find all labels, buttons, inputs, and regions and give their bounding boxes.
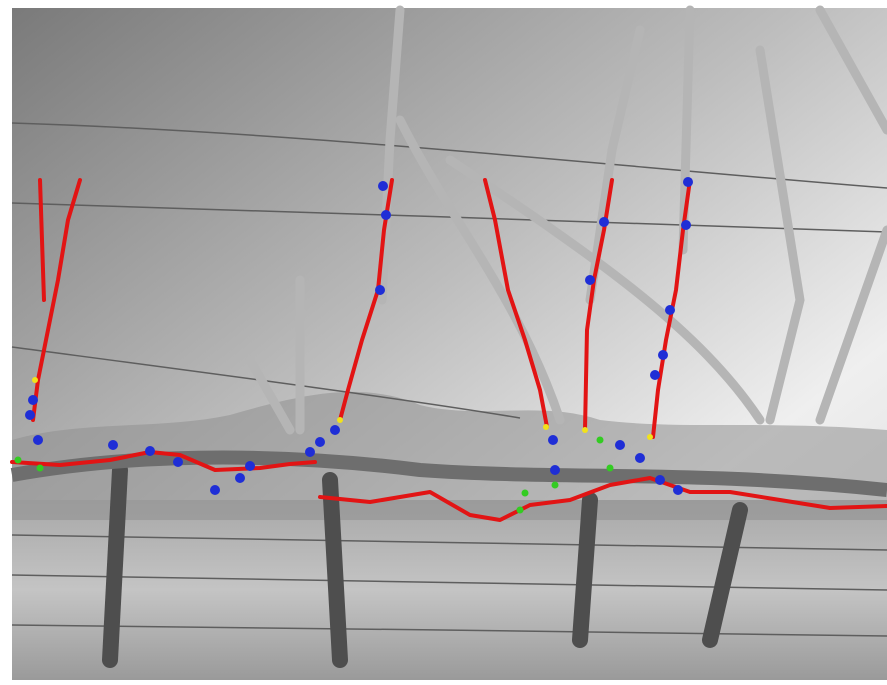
bud-marker	[516, 506, 524, 514]
bud-marker	[36, 464, 44, 472]
node-marker	[381, 210, 391, 220]
cane	[585, 25, 645, 305]
cane-segment	[318, 476, 887, 522]
node-marker	[655, 475, 665, 485]
junction-marker	[337, 417, 343, 423]
node-marker	[635, 453, 645, 463]
cane-segment	[483, 178, 549, 429]
node-marker	[375, 285, 385, 295]
wire	[11, 346, 521, 419]
bud-marker	[14, 456, 22, 464]
node-marker	[658, 350, 668, 360]
node-marker	[615, 440, 625, 450]
node-marker	[145, 446, 155, 456]
bud-markers	[14, 436, 614, 514]
node-marker	[315, 437, 325, 447]
trunk	[702, 502, 748, 648]
node-marker	[665, 305, 675, 315]
node-marker	[330, 425, 340, 435]
cane-segment	[38, 178, 46, 302]
node-marker	[108, 440, 118, 450]
wire	[11, 624, 887, 637]
node-marker	[673, 485, 683, 495]
cordon	[10, 450, 887, 497]
node-markers	[25, 177, 693, 495]
trellis-wires	[11, 122, 887, 637]
cane	[445, 155, 765, 425]
node-marker	[33, 435, 43, 445]
node-marker	[683, 177, 693, 187]
wire	[11, 122, 887, 189]
node-marker	[378, 181, 388, 191]
node-marker	[548, 435, 558, 445]
junction-marker	[647, 434, 653, 440]
bud-marker	[606, 464, 614, 472]
wire	[11, 534, 887, 551]
hedgerow	[12, 391, 887, 520]
cane	[245, 355, 295, 435]
trunk	[322, 472, 348, 668]
bud-marker	[596, 436, 604, 444]
trunk	[572, 492, 598, 648]
junction-marker	[543, 424, 549, 430]
node-marker	[681, 220, 691, 230]
node-marker	[235, 473, 245, 483]
bud-marker	[551, 481, 559, 489]
node-marker	[599, 217, 609, 227]
node-marker	[650, 370, 660, 380]
segmentation-overlay	[10, 177, 887, 522]
cane-segment	[338, 178, 394, 422]
node-marker	[28, 395, 38, 405]
bud-marker	[521, 489, 529, 497]
cane	[815, 225, 887, 425]
wire	[11, 574, 887, 591]
junction-marker	[582, 427, 588, 433]
node-marker	[173, 457, 183, 467]
node-marker	[210, 485, 220, 495]
node-marker	[585, 275, 595, 285]
junction-marker	[32, 377, 38, 383]
wire	[11, 202, 887, 233]
cane	[395, 115, 565, 425]
node-marker	[25, 410, 35, 420]
vine-trunks	[102, 462, 748, 668]
node-marker	[245, 461, 255, 471]
cane	[377, 5, 405, 305]
ground	[12, 500, 887, 680]
photo-background	[10, 5, 887, 680]
cane	[815, 5, 887, 135]
cane	[755, 45, 805, 425]
node-marker	[305, 447, 315, 457]
junction-markers	[32, 377, 653, 440]
cane-segment	[31, 178, 82, 422]
vine-canes	[245, 5, 887, 435]
trunk	[102, 462, 128, 668]
cane-segment	[10, 450, 317, 472]
node-marker	[550, 465, 560, 475]
